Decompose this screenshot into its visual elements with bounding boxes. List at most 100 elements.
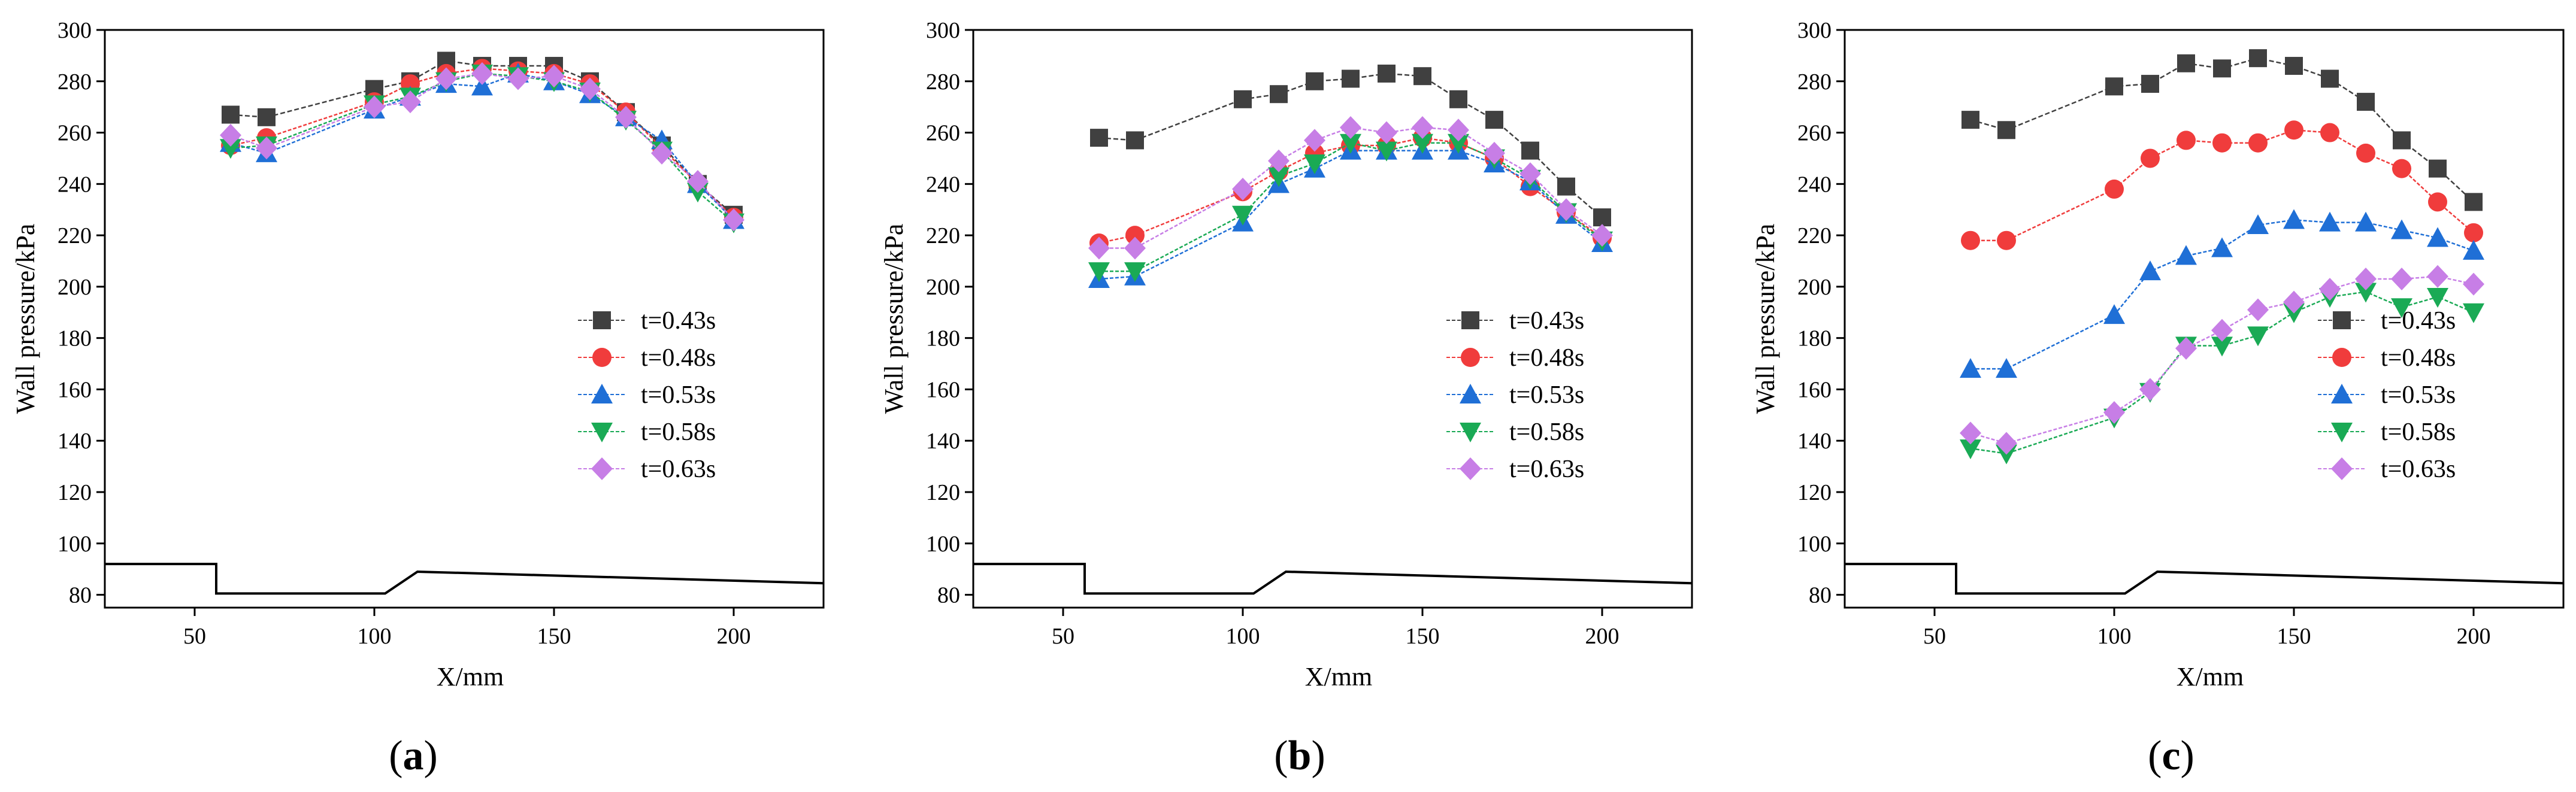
data-point <box>1124 236 1146 260</box>
legend-marker <box>1461 311 1479 329</box>
legend-marker <box>2331 384 2353 403</box>
data-point <box>435 67 457 90</box>
data-point <box>1232 205 1254 226</box>
x-tick-label: 150 <box>1406 624 1440 649</box>
y-tick-label: 280 <box>926 69 960 95</box>
series-t=0.63s <box>220 62 744 232</box>
legend-label: t=0.43s <box>2381 307 2456 335</box>
y-tick-label: 140 <box>57 429 92 454</box>
data-point <box>1342 69 1360 88</box>
legend-marker <box>1461 348 1480 367</box>
y-tick-label: 280 <box>57 69 92 95</box>
data-point <box>2177 54 2195 72</box>
panel-caption: (b) <box>1274 733 1325 779</box>
data-point <box>2105 179 2124 199</box>
y-tick-label: 80 <box>69 583 92 608</box>
x-tick-label: 200 <box>717 624 751 649</box>
data-point <box>1960 439 1981 460</box>
geometry-profile-line <box>1845 563 2564 595</box>
data-point <box>2463 239 2484 260</box>
legend-label: t=0.43s <box>1509 307 1584 335</box>
legend: t=0.43s t=0.48s t=0.53s t=0.58s t=0.63s <box>1446 307 1584 483</box>
x-axis-title: X/mm <box>2177 662 2244 691</box>
data-point <box>2355 268 2377 291</box>
data-point <box>579 77 601 101</box>
data-point <box>2283 209 2305 229</box>
data-point <box>256 136 277 160</box>
data-point <box>2175 336 2197 360</box>
legend-label: t=0.63s <box>2381 456 2456 483</box>
series-line <box>1970 57 2474 203</box>
data-point <box>1449 90 1467 108</box>
data-point <box>2391 268 2412 291</box>
data-point <box>723 208 744 232</box>
data-point <box>2427 265 2448 288</box>
data-point <box>2211 318 2233 342</box>
data-point <box>1234 90 1252 108</box>
y-tick-label: 200 <box>57 275 92 300</box>
data-point <box>471 62 493 85</box>
data-point <box>651 141 673 165</box>
y-tick-label: 300 <box>57 18 92 43</box>
data-point <box>1961 230 1980 250</box>
data-point <box>2463 303 2484 323</box>
y-tick-label: 100 <box>1797 532 1832 557</box>
y-tick-label: 160 <box>1797 377 1832 402</box>
x-tick-label: 100 <box>358 624 392 649</box>
legend-label: t=0.58s <box>2381 418 2456 446</box>
legend-marker <box>591 457 613 480</box>
legend-label: t=0.53s <box>641 381 716 409</box>
legend-marker <box>2333 311 2351 329</box>
y-tick-label: 80 <box>1809 583 1832 608</box>
y-tick-label: 140 <box>926 429 960 454</box>
x-axis-title: X/mm <box>1305 662 1372 691</box>
y-tick-label: 200 <box>1797 275 1832 300</box>
series-t=0.53s <box>1088 139 1613 289</box>
legend-marker <box>2332 348 2351 367</box>
y-tick-label: 100 <box>57 532 92 557</box>
x-tick-label: 150 <box>537 624 571 649</box>
data-point <box>1448 133 1469 154</box>
data-point <box>2139 378 2161 401</box>
data-point <box>2357 93 2375 111</box>
panel-caption: (c) <box>2148 733 2194 779</box>
plot-frame <box>104 29 825 609</box>
series-t=0.48s <box>1961 120 2483 250</box>
data-point <box>2249 49 2267 68</box>
data-point <box>1376 121 1397 144</box>
data-point <box>1448 119 1469 142</box>
data-point <box>399 90 421 114</box>
data-point <box>2463 272 2484 296</box>
data-point <box>1126 131 1144 150</box>
y-tick-label: 120 <box>926 480 960 505</box>
caption-close: ) <box>2181 733 2194 779</box>
y-tick-label: 80 <box>937 583 960 608</box>
data-point <box>2284 120 2303 140</box>
y-tick-label: 260 <box>57 121 92 146</box>
series-t=0.43s <box>1090 64 1611 227</box>
data-point <box>1521 141 1539 160</box>
data-point <box>1412 133 1433 154</box>
x-tick-label: 50 <box>1923 624 1946 649</box>
legend-marker <box>591 384 613 403</box>
data-point <box>1340 133 1361 154</box>
data-point <box>2139 260 2161 281</box>
caption-letter: b <box>1288 733 1312 779</box>
data-point <box>1485 111 1503 129</box>
data-point <box>1996 432 2017 455</box>
y-tick-label: 180 <box>1797 326 1832 351</box>
y-tick-label: 200 <box>926 275 960 300</box>
data-point <box>1340 116 1361 139</box>
data-point <box>1088 262 1110 283</box>
y-tick-label: 300 <box>1797 18 1832 43</box>
x-tick-label: 50 <box>183 624 206 649</box>
data-point <box>1519 162 1541 186</box>
data-point <box>1557 177 1575 196</box>
data-point <box>2321 69 2339 88</box>
legend-label: t=0.58s <box>641 418 716 446</box>
data-point <box>615 105 637 129</box>
data-point <box>2247 214 2269 234</box>
data-point <box>2247 298 2269 321</box>
legend-marker <box>2331 423 2353 442</box>
